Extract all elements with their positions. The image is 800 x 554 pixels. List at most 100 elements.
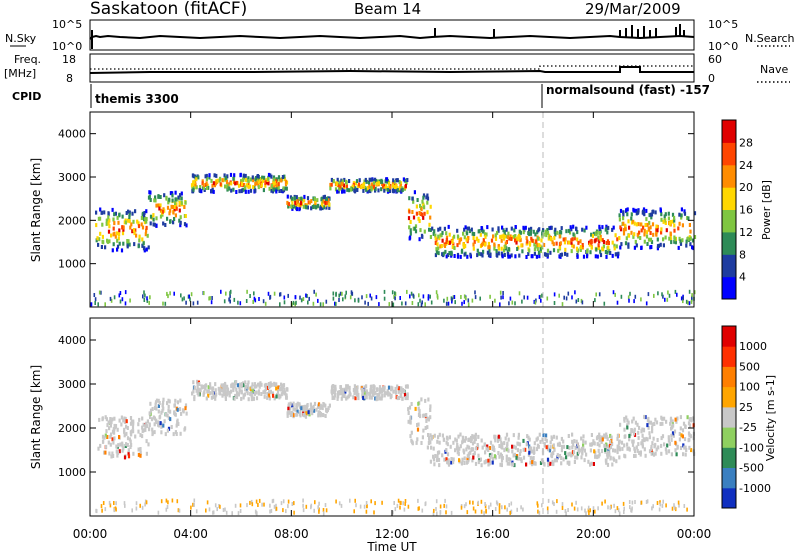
ground-cell: [119, 291, 122, 295]
cpid-segment-1: themis 3300: [95, 92, 179, 106]
ground-cell: [666, 297, 669, 302]
scatter-cell: [145, 217, 148, 221]
scatter-cell: [483, 460, 486, 465]
scatter-cell: [632, 207, 635, 212]
scatter-cell: [487, 448, 490, 452]
scatter-cell: [572, 224, 575, 229]
ground-cell: [687, 300, 689, 305]
scatter-cell: [153, 430, 156, 435]
scatter-cell: [678, 212, 681, 217]
scatter-cell: [609, 251, 612, 255]
ground-cell: [541, 503, 543, 508]
scatter-cell: [571, 243, 574, 248]
scatter-cell: [163, 208, 166, 213]
scatter-cell: [518, 229, 521, 234]
ground-cell: [373, 510, 375, 515]
ground-cell: [300, 298, 303, 303]
scatter-cell: [461, 248, 464, 253]
ground-cell: [614, 292, 616, 297]
scatter-cell: [483, 232, 487, 237]
ground-cell: [113, 501, 115, 505]
scatter-cell: [192, 389, 195, 394]
ground-cell: [123, 501, 126, 506]
scatter-cell: [206, 183, 209, 188]
ground-cell: [521, 299, 523, 304]
scatter-cell: [423, 229, 426, 234]
scatter-cell: [95, 238, 98, 243]
scatter-cell: [671, 219, 674, 224]
ground-cell: [412, 293, 415, 298]
scatter-cell: [205, 181, 208, 186]
ground-cell: [662, 499, 664, 504]
scatter-cell: [441, 252, 444, 257]
scatter-cell: [168, 197, 171, 202]
scatter-cell: [311, 411, 314, 416]
scatter-cell: [137, 447, 140, 452]
scatter-cell: [635, 208, 638, 213]
scatter-cell: [149, 408, 153, 413]
scatter-cell: [118, 232, 121, 237]
colorbar-swatch: [722, 142, 736, 166]
scatter-cell: [196, 391, 199, 396]
scatter-cell: [479, 457, 482, 462]
scatter-cell: [111, 451, 114, 456]
scatter-cell: [466, 231, 469, 236]
ground-cell: [394, 507, 397, 512]
ground-cell: [239, 509, 242, 513]
scatter-cell: [386, 389, 389, 394]
ground-cell: [547, 498, 550, 503]
scatter-cell: [400, 389, 404, 394]
scatter-cell: [162, 221, 165, 226]
scatter-cell: [516, 441, 519, 446]
scatter-cell: [691, 238, 695, 243]
ground-cell: [494, 298, 496, 303]
scatter-cell: [184, 403, 188, 408]
scatter-cell: [504, 436, 507, 441]
scatter-cell: [192, 180, 195, 185]
scatter-cell: [564, 251, 567, 256]
scatter-cell: [466, 460, 469, 464]
scatter-cell: [176, 407, 179, 412]
scatter-cell: [651, 441, 654, 446]
scatter-cell: [448, 240, 452, 245]
scatter-cell: [197, 387, 200, 392]
scatter-cell: [270, 174, 273, 179]
ground-cell: [616, 506, 619, 511]
ground-cell: [124, 301, 127, 306]
ground-cell: [407, 504, 410, 509]
scatter-cell: [537, 444, 540, 449]
scatter-cell: [554, 227, 557, 232]
scatter-cell: [370, 386, 373, 391]
scatter-cell: [114, 424, 118, 428]
scatter-cell: [336, 390, 340, 395]
scatter-cell: [508, 461, 511, 466]
ground-cell: [576, 507, 579, 512]
scatter-cell: [370, 177, 373, 182]
scatter-cell: [659, 422, 662, 426]
scatter-cell: [576, 455, 579, 460]
scatter-cell: [389, 185, 392, 190]
scatter-cell: [257, 182, 260, 187]
scatter-cell: [655, 420, 659, 425]
scatter-cell: [534, 232, 537, 237]
scatter-cell: [614, 233, 617, 238]
scatter-cell: [375, 397, 378, 402]
ground-cell: [533, 299, 536, 304]
ground-cell: [318, 507, 320, 512]
scatter-cell: [307, 410, 310, 415]
scatter-cell: [179, 215, 182, 220]
ground-cell: [262, 299, 265, 304]
scatter-cell: [582, 434, 585, 439]
scatter-cell: [450, 457, 453, 461]
scatter-cell: [308, 408, 312, 413]
ground-cell: [225, 291, 227, 296]
ground-cell: [640, 500, 643, 505]
scatter-cell: [380, 187, 383, 192]
scatter-cell: [431, 226, 434, 231]
scatter-cell: [641, 210, 644, 215]
ground-cell: [104, 507, 107, 512]
ground-cell: [623, 510, 625, 514]
ground-cell: [312, 301, 315, 306]
scatter-cell: [106, 238, 109, 243]
ground-cell: [269, 509, 271, 514]
